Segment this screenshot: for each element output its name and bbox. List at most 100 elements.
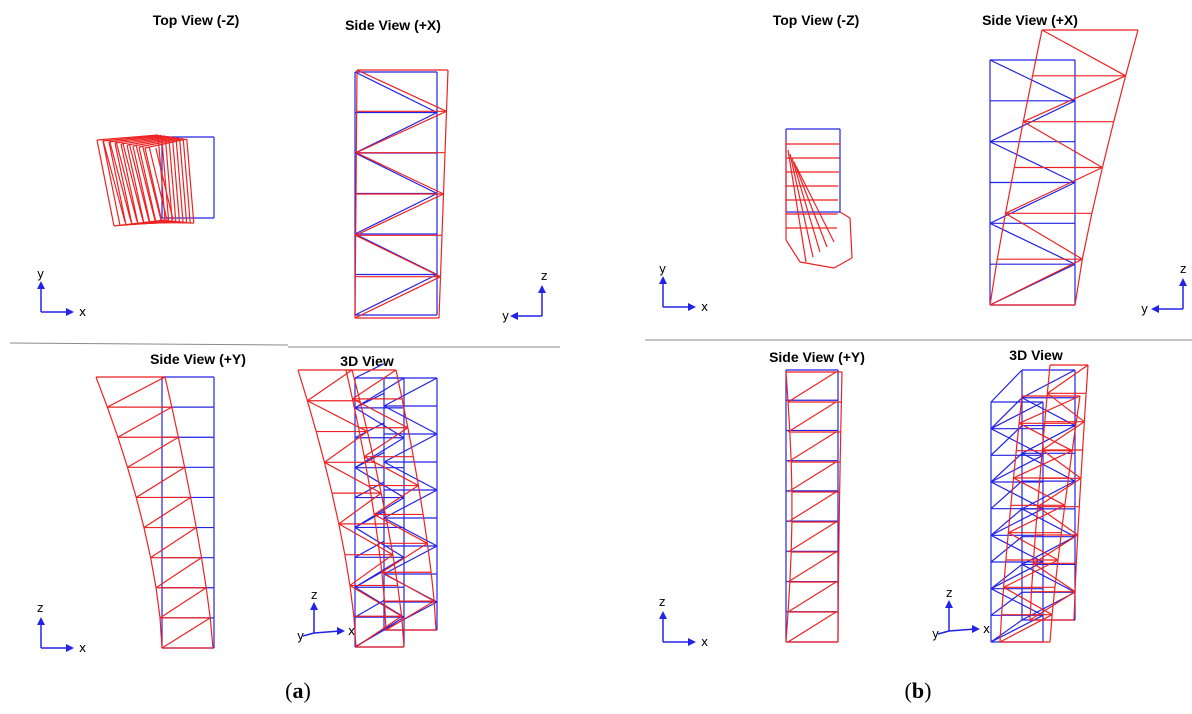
- deformed-plan-outline: [114, 142, 133, 225]
- deformed-frame-brace: [354, 276, 441, 319]
- deformed-plan-outline: [102, 140, 121, 226]
- deformed-frame-column: [1113, 75, 1127, 122]
- deformed-frame-column: [200, 557, 207, 588]
- panel-b-side-y-axis-triad: z x: [659, 595, 708, 649]
- deformed-frame-front-brace: [1018, 395, 1081, 424]
- deformed-plan-outline: [108, 135, 166, 143]
- deformed-plan-outline: [849, 217, 853, 259]
- panel-b-side-view-x-title: Side View (+X): [982, 12, 1078, 28]
- deformed-frame-front-brace: [349, 584, 402, 617]
- undeformed-frame-brace: [989, 141, 1076, 184]
- deformed-frame-back-brace: [385, 600, 435, 631]
- panel-b-side-x-axis-label-y: y: [1141, 302, 1148, 316]
- deformed-frame-column: [1125, 29, 1139, 76]
- deformed-frame-back-column: [1032, 534, 1036, 564]
- undeformed-frame-depth-beam: [990, 480, 1023, 510]
- deformed-brace: [155, 557, 202, 589]
- panel-a-side-y-axis-triad: z x: [37, 601, 86, 655]
- panel-b-side-view-y-title: Side View (+Y): [769, 349, 865, 365]
- deformed-frame-back-column: [1073, 591, 1076, 621]
- deformed-frame-front-brace: [338, 523, 394, 556]
- deformed-frame-back-column: [1036, 478, 1041, 507]
- deformed-frame-back-column: [433, 601, 437, 631]
- deformed-frame-column: [159, 617, 163, 649]
- deformed-frame-front-brace: [1008, 532, 1059, 561]
- panel-b-3d-view-title: 3D View: [1009, 347, 1063, 363]
- deformed-frame-front-brace: [1013, 450, 1073, 479]
- deformed-plan-outline: [138, 146, 157, 223]
- deformed-frame-back-brace: [373, 485, 419, 515]
- undeformed-frame-front-brace: [354, 377, 405, 409]
- deformed-frame-brace: [355, 193, 444, 236]
- panel-a-top-axis-label-y: y: [37, 267, 44, 281]
- deformed-frame-front-column: [1012, 450, 1017, 479]
- panel-a-side-x-axis-label-y: y: [502, 309, 509, 323]
- panel-b-top-axis-triad: y x: [659, 262, 708, 314]
- deformed-frame-front-column: [1018, 395, 1023, 424]
- panel-b-caption: (b): [905, 678, 932, 703]
- panel-b-3d-axis-label-y: y: [932, 627, 939, 641]
- deformed-frame-column: [839, 431, 842, 463]
- panel-a-side-view-x-wireframe: [354, 69, 449, 319]
- undeformed-frame-depth-beam: [990, 425, 1023, 456]
- deformed-frame-back-brace: [381, 542, 428, 573]
- deformed-frame-front-column: [315, 431, 326, 463]
- deformed-frame-front-column: [1049, 614, 1053, 643]
- deformed-plan-outline: [785, 239, 801, 263]
- panel-a-3d-axis-label-x: x: [348, 624, 355, 638]
- deformed-frame-front-brace: [1018, 422, 1073, 452]
- deformed-plan-diagonal: [155, 147, 174, 220]
- deformed-plan-outline: [132, 145, 151, 224]
- panel-a-3d-axis-triad: z x y: [297, 588, 355, 643]
- deformed-plan-diagonal: [115, 141, 138, 222]
- deformed-plan-outline: [120, 136, 173, 145]
- deformed-frame-back-column: [377, 543, 383, 573]
- undeformed-frame-depth-beam: [990, 619, 1023, 643]
- deformed-brace: [107, 376, 166, 408]
- deformed-plan-diagonal: [142, 145, 162, 221]
- undeformed-frame-brace: [354, 71, 438, 114]
- deformed-frame-back-brace: [1037, 506, 1079, 536]
- undeformed-frame-back-brace: [1021, 425, 1076, 454]
- deformed-frame-front-column: [1007, 505, 1012, 533]
- undeformed-frame-back-brace: [383, 489, 438, 519]
- deformed-frame-front-brace: [307, 400, 368, 433]
- deformed-frame-front-column: [1015, 423, 1020, 451]
- panel-b-3d-axis-triad: z x y: [932, 586, 990, 641]
- panel-b-side-view-x-wireframe: [989, 29, 1139, 306]
- panel-a-3d-axis-label-y: y: [297, 629, 304, 643]
- deformed-frame-back-brace: [1032, 562, 1076, 593]
- deformed-frame-column: [1004, 167, 1015, 214]
- deformed-plan-outline: [96, 134, 159, 141]
- panel-a-top-view-wireframe: [96, 134, 215, 227]
- undeformed-frame-back-brace: [383, 461, 438, 491]
- deformed-frame-brace: [1005, 212, 1083, 260]
- deformed-frame-column: [1081, 213, 1093, 260]
- deformed-plan-diagonal: [102, 139, 126, 223]
- deformed-frame-back-column: [1030, 563, 1034, 592]
- deformed-frame-front-brace: [349, 554, 394, 586]
- deformed-plan-outline: [839, 211, 851, 219]
- deformed-frame-back-brace: [352, 398, 409, 429]
- deformed-plan-outline: [186, 138, 195, 224]
- undeformed-frame-brace: [354, 152, 438, 195]
- deformed-frame-brace: [1005, 166, 1103, 214]
- deformed-frame-back-column: [357, 427, 365, 457]
- deformed-frame-back-column: [407, 427, 414, 457]
- deformed-brace: [127, 436, 179, 468]
- deformed-plan-outline: [138, 137, 184, 148]
- deformed-frame-column: [171, 406, 179, 438]
- deformed-plan-outline: [171, 136, 180, 222]
- panel-a-side-x-axis-label-z: z: [541, 269, 547, 283]
- deformed-frame-column: [1101, 121, 1115, 168]
- deformed-plan-outline: [96, 139, 115, 227]
- deformed-frame-back-brace: [352, 369, 397, 400]
- deformed-frame-front-brace: [355, 615, 402, 648]
- undeformed-frame-back-brace: [1021, 452, 1076, 482]
- panel-b-side-x-axis-triad: z y: [1141, 262, 1187, 316]
- deformed-brace: [787, 401, 837, 433]
- undeformed-frame-depth-beam: [990, 508, 1023, 536]
- deformed-frame-back-column: [395, 369, 403, 400]
- deformed-plan-outline: [175, 137, 184, 223]
- panel-b-side-view-y-wireframe: [785, 369, 843, 643]
